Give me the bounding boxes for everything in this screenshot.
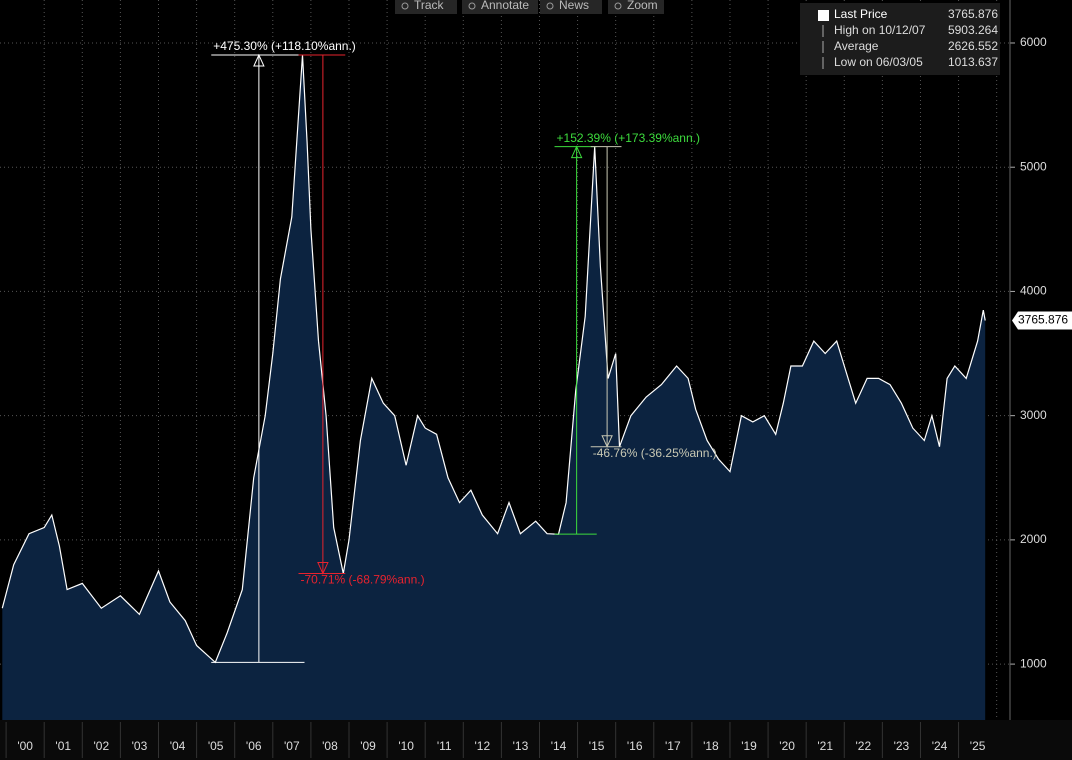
y-tick-label: 6000 xyxy=(1020,35,1047,49)
y-axis: 1000 2000 3000 4000 5000 6000 3765.876 xyxy=(1009,0,1072,720)
x-tick-label: '24 xyxy=(932,739,948,753)
area xyxy=(2,55,986,720)
legend: Last Price 3765.876 High on 10/12/07 5903.2… xyxy=(800,3,1000,75)
toolbar-button[interactable] xyxy=(462,0,538,14)
x-tick-label: '17 xyxy=(665,739,681,753)
x-tick-label: '05 xyxy=(208,739,224,753)
x-tick-label: '22 xyxy=(855,739,871,753)
y-tick-label: 1000 xyxy=(1020,656,1047,670)
legend-value: 3765.876 xyxy=(948,7,998,21)
legend-label: Low on 06/03/05 xyxy=(834,55,923,69)
toolbar-icon xyxy=(546,2,554,10)
toolbar: Track Annotate News Zoom xyxy=(395,0,664,14)
legend-label: Last Price xyxy=(834,7,888,21)
arrow-head xyxy=(570,145,583,159)
x-tick-label: '18 xyxy=(703,739,719,753)
x-axis: '00 '01 '02 '03 '04 '05 '06 '07 '08 '09 '10 '11 '12 '… xyxy=(5,722,986,758)
x-tick-label: '12 xyxy=(475,739,491,753)
toolbar-icon xyxy=(401,2,409,10)
arrow-head xyxy=(317,562,329,575)
annotation-label: -46.76% (-36.25%ann.) xyxy=(593,446,717,460)
y-tick-label: 5000 xyxy=(1020,159,1047,173)
arrow-head xyxy=(601,435,613,448)
x-tick-label: '08 xyxy=(322,739,338,753)
annotation-label: +475.30% (+118.10%ann.) xyxy=(213,39,356,53)
x-axis-band xyxy=(0,720,1072,760)
last-price-label: 3765.876 xyxy=(1018,313,1068,327)
x-tick-label: '14 xyxy=(551,739,567,753)
x-tick-label: '13 xyxy=(513,739,529,753)
x-tick-label: '19 xyxy=(741,739,757,753)
legend-value: 1013.637 xyxy=(948,55,998,69)
last-price-tag xyxy=(1012,311,1072,330)
x-tick-label: '16 xyxy=(627,739,643,753)
x-tick-label: '20 xyxy=(779,739,795,753)
toolbar-label[interactable]: News xyxy=(559,0,589,12)
x-tick-label: '07 xyxy=(284,739,300,753)
annotation-label: -70.71% (-68.79%ann.) xyxy=(301,573,425,587)
legend-swatch xyxy=(818,10,829,21)
toolbar-label[interactable]: Annotate xyxy=(481,0,529,12)
toolbar-label[interactable]: Zoom xyxy=(627,0,658,12)
x-tick-label: '11 xyxy=(437,739,452,753)
legend-label: High on 10/12/07 xyxy=(834,23,926,37)
y-tick-label: 2000 xyxy=(1020,532,1047,546)
annotations: +475.30% (+118.10%ann.) -70.71% (-68.79%a… xyxy=(211,39,717,663)
x-tick-label: '09 xyxy=(360,739,376,753)
legend-box xyxy=(800,3,1000,75)
toolbar-icon xyxy=(614,2,622,10)
y-tick-label: 4000 xyxy=(1020,284,1047,298)
x-tick-label: '25 xyxy=(970,739,986,753)
toolbar-icon xyxy=(468,2,476,10)
x-tick-label: '06 xyxy=(246,739,262,753)
arrow-head xyxy=(253,53,265,67)
x-tick-label: '23 xyxy=(894,739,910,753)
legend-value: 2626.552 xyxy=(948,39,998,53)
x-tick-label: '04 xyxy=(170,739,186,753)
x-tick-label: '00 xyxy=(17,739,33,753)
legend-value: 5903.264 xyxy=(948,23,998,37)
toolbar-label[interactable]: Track xyxy=(414,0,445,12)
y-tick-label: 3000 xyxy=(1020,408,1047,422)
x-tick-label: '15 xyxy=(589,739,605,753)
x-tick-label: '02 xyxy=(94,739,110,753)
x-tick-label: '03 xyxy=(132,739,148,753)
annotation-label: +152.39% (+173.39%ann.) xyxy=(557,131,700,145)
toolbar-button[interactable] xyxy=(395,0,457,14)
toolbar-button[interactable] xyxy=(608,0,664,14)
line xyxy=(1,54,986,664)
x-tick-label: '01 xyxy=(55,739,71,753)
x-tick-label: '21 xyxy=(817,739,833,753)
toolbar-button[interactable] xyxy=(540,0,602,14)
plot xyxy=(1,54,986,720)
legend-label: Average xyxy=(834,39,879,53)
x-tick-label: '10 xyxy=(398,739,414,753)
